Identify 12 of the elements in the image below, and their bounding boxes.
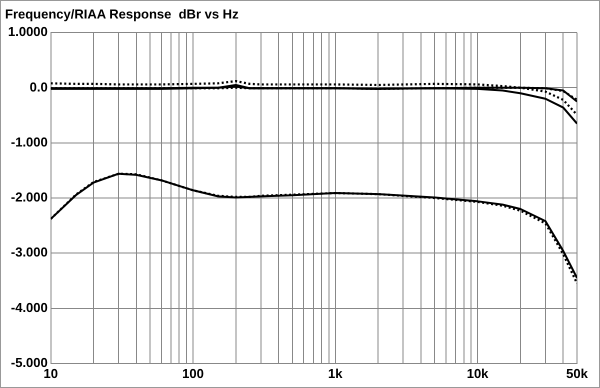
y-tick-label: -2.000: [10, 190, 48, 205]
x-tick-label: 10k: [466, 366, 490, 381]
y-tick-label: -4.000: [10, 300, 48, 315]
y-tick-label: -1.000: [10, 134, 48, 150]
x-tick-label: 100: [182, 366, 204, 381]
y-tick-label: -5.000: [10, 354, 48, 370]
y-tick-label: 1.0000: [8, 24, 48, 40]
y-tick-label: 0.0: [30, 79, 48, 94]
y-tick-label: -3.000: [10, 244, 48, 260]
x-tick-label: 50k: [566, 366, 589, 381]
x-tick-label: 1k: [328, 366, 344, 381]
chart-title: Frequency/RIAA Response dBr vs Hz: [5, 6, 240, 22]
